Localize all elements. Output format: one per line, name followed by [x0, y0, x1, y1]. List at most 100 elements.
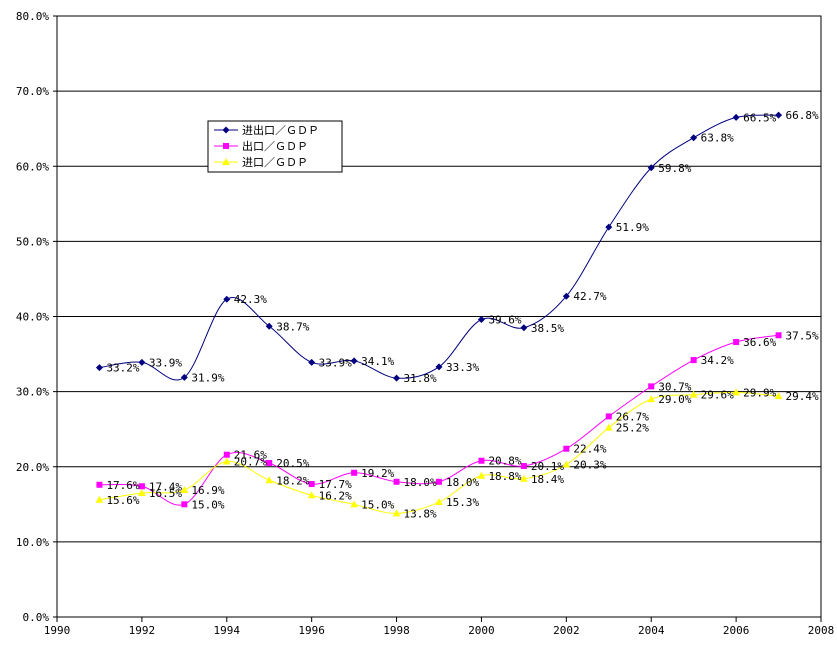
legend-marker [222, 126, 230, 134]
x-tick-label: 1994 [214, 624, 241, 637]
data-label: 15.6% [106, 494, 139, 507]
data-label: 66.5% [743, 111, 776, 124]
data-label: 33.9% [319, 356, 352, 369]
x-tick-label: 2006 [723, 624, 750, 637]
y-tick-label: 30.0% [16, 386, 49, 399]
data-label: 18.4% [531, 473, 564, 486]
data-label: 21.6% [234, 449, 267, 462]
data-label: 29.0% [658, 393, 691, 406]
data-label-layer: 33.2% 33.9% 31.9% 42.3% 38.7% 33.9% 34.1% 31.8%… [106, 109, 819, 520]
data-point-series-3 [689, 390, 698, 398]
data-label: 59.8% [658, 162, 691, 175]
data-point-series-2 [266, 459, 273, 466]
data-label: 33.2% [106, 362, 139, 375]
y-tick-label: 60.0% [16, 160, 49, 173]
y-tick-label: 80.0% [16, 10, 49, 23]
x-tick-label: 2004 [638, 624, 665, 637]
data-label: 29.4% [786, 390, 819, 403]
x-tick-label: 2000 [468, 624, 495, 637]
data-label: 17.7% [319, 478, 352, 491]
x-tick-label: 1990 [44, 624, 71, 637]
data-point-series-1 [775, 111, 783, 119]
data-label: 51.9% [616, 221, 649, 234]
data-point-series-1 [95, 364, 103, 372]
data-point-series-3 [222, 457, 231, 465]
data-point-series-3 [307, 491, 316, 499]
data-point-series-2 [351, 469, 358, 476]
data-label: 22.4% [573, 443, 606, 456]
data-point-series-1 [690, 134, 698, 142]
series-layer [95, 111, 783, 517]
data-label: 18.2% [276, 474, 309, 487]
y-tick-label: 10.0% [16, 536, 49, 549]
data-label: 42.7% [573, 290, 606, 303]
data-point-series-1 [180, 373, 188, 381]
data-point-series-2 [478, 457, 485, 464]
data-point-series-2 [393, 478, 400, 485]
data-label: 33.3% [446, 361, 479, 374]
data-label: 34.2% [701, 354, 734, 367]
data-label: 34.1% [361, 355, 394, 368]
y-tick-label: 40.0% [16, 311, 49, 324]
data-label: 42.3% [234, 293, 267, 306]
data-point-series-1 [732, 113, 740, 121]
data-point-series-1 [435, 363, 443, 371]
data-point-series-1 [605, 223, 613, 231]
data-point-series-2 [223, 451, 230, 458]
data-point-series-3 [435, 498, 443, 506]
data-label: 20.7% [234, 455, 267, 468]
data-point-series-3 [477, 471, 486, 479]
y-tick-label: 70.0% [16, 85, 49, 98]
data-label: 30.7% [658, 380, 691, 393]
x-tick-label: 1998 [383, 624, 410, 637]
data-label: 29.6% [701, 389, 734, 402]
data-point-series-2 [648, 383, 655, 390]
legend-entry: 进出口／ＧＤＰ [242, 123, 319, 137]
data-label: 33.9% [149, 356, 182, 369]
data-label: 16.2% [319, 489, 352, 502]
data-point-series-1 [393, 374, 401, 382]
data-point-series-2 [690, 357, 697, 364]
data-point-series-2 [138, 483, 145, 490]
data-label: 18.0% [446, 476, 479, 489]
x-tick-label: 1996 [298, 624, 325, 637]
data-label: 15.3% [446, 496, 479, 509]
data-point-series-3 [647, 395, 656, 403]
data-label: 31.9% [191, 371, 224, 384]
data-point-series-2 [563, 445, 570, 452]
data-label: 20.5% [276, 457, 309, 470]
data-point-series-1 [265, 322, 273, 330]
data-label: 15.0% [191, 498, 224, 511]
data-label: 18.0% [404, 476, 437, 489]
data-label: 15.0% [361, 498, 394, 511]
data-point-series-3 [95, 495, 104, 503]
data-label: 16.9% [191, 484, 224, 497]
data-point-series-2 [308, 481, 315, 488]
y-tick-label: 50.0% [16, 235, 49, 248]
x-tick-label: 2008 [808, 624, 835, 637]
data-point-series-1 [562, 292, 570, 300]
legend-marker [222, 158, 230, 165]
data-point-series-3 [562, 460, 571, 468]
plot-frame [56, 15, 822, 618]
data-point-series-2 [96, 481, 103, 488]
data-label: 17.4% [149, 480, 182, 493]
data-label: 13.8% [404, 507, 437, 520]
data-label: 19.2% [361, 467, 394, 480]
axis-layer: 0.0% 10.0% 20.0% 30.0% 40.0% 50.0% 60.0% 70.0% 8… [16, 10, 834, 637]
data-label: 39.6% [488, 314, 521, 327]
data-point-series-2 [775, 332, 782, 339]
data-point-series-1 [520, 324, 528, 332]
data-point-series-1 [138, 358, 146, 366]
data-label: 66.8% [786, 109, 819, 122]
data-point-series-3 [732, 388, 740, 396]
data-point-series-3 [604, 423, 613, 431]
data-label: 37.5% [786, 329, 819, 342]
data-label: 38.7% [276, 320, 309, 333]
data-point-series-2 [181, 501, 188, 508]
series-line-1 [99, 114, 779, 381]
legend-marker [223, 143, 229, 149]
data-point-series-3 [180, 486, 189, 494]
data-label: 20.1% [531, 460, 564, 473]
